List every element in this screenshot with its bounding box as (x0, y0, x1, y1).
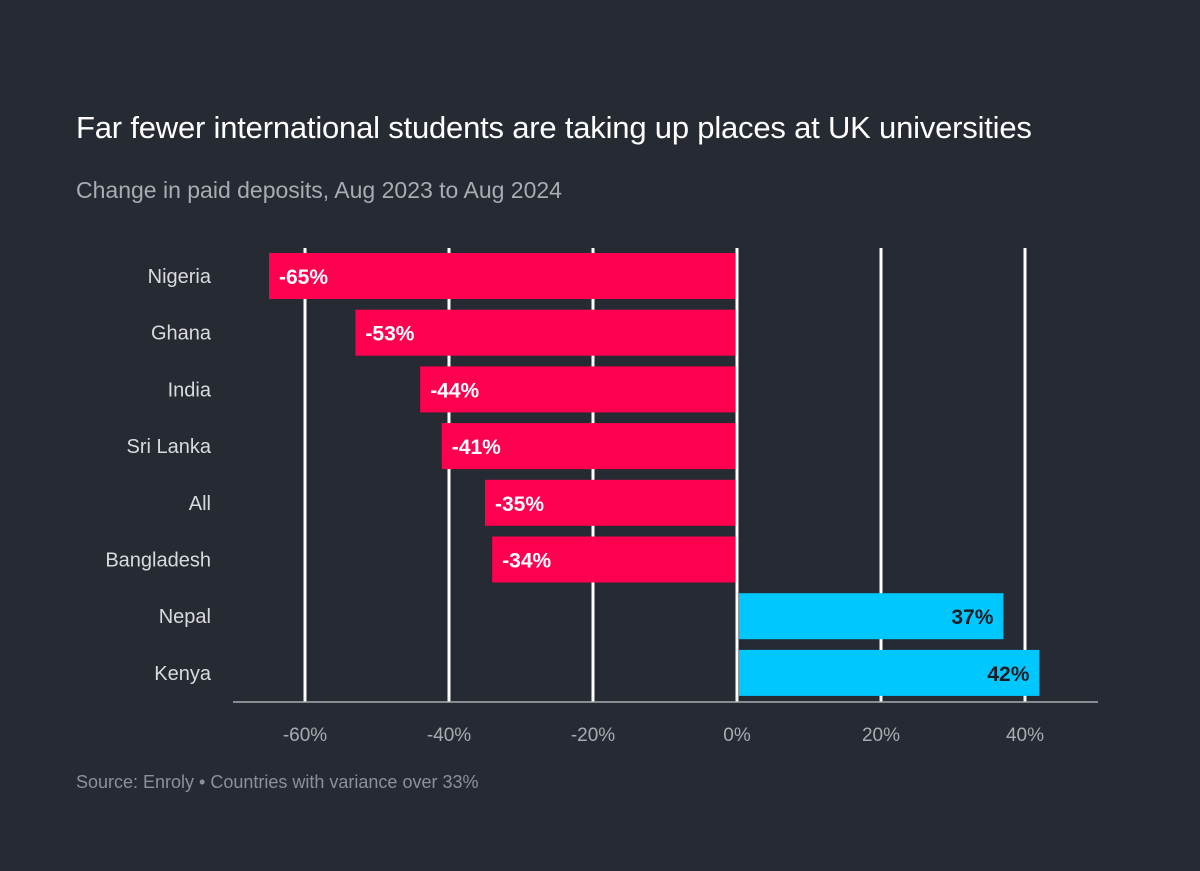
chart-subtitle: Change in paid deposits, Aug 2023 to Aug… (76, 177, 562, 203)
labels: -65% Nigeria -53% Ghana -44% India -41% Sri Lan… (105, 266, 1029, 686)
x-tick-label: -20% (571, 725, 615, 746)
bar-bangladesh (492, 536, 735, 583)
chart-title: Far fewer international students are tak… (76, 110, 1032, 145)
category-label: Kenya (154, 663, 212, 685)
bar-value-label: -53% (365, 323, 414, 346)
category-label: Nigeria (148, 266, 212, 288)
bars (269, 253, 1040, 696)
bar-value-label: 37% (951, 606, 993, 629)
category-label: Ghana (151, 323, 212, 345)
category-label: All (189, 493, 211, 515)
bar-india (420, 366, 735, 413)
bar-value-label: -34% (502, 550, 551, 573)
category-label: Bangladesh (105, 550, 211, 572)
bar-value-label: -44% (430, 379, 479, 402)
bar-kenya (739, 649, 1040, 696)
bar-value-label: -41% (452, 436, 501, 459)
category-label: India (168, 379, 212, 401)
gridlines (303, 248, 1027, 702)
bar-all (485, 479, 735, 526)
bar-nepal (739, 593, 1004, 640)
x-axis: -60% -40% -20% 0% 20% 40% (233, 701, 1098, 746)
bar-value-label: -65% (279, 266, 328, 289)
bar-value-label: 42% (987, 663, 1029, 686)
bar-nigeria (269, 253, 735, 299)
x-tick-label: -60% (283, 725, 327, 746)
bar-sri-lanka (441, 423, 735, 470)
category-label: Nepal (159, 606, 211, 628)
x-tick-label: 0% (723, 725, 751, 746)
x-tick-label: 40% (1006, 725, 1044, 746)
x-tick-label: 20% (862, 725, 900, 746)
bar-ghana (355, 309, 735, 356)
x-tick-label: -40% (427, 725, 471, 746)
category-label: Sri Lanka (127, 436, 212, 458)
bar-value-label: -35% (495, 493, 544, 516)
chart-source-note: Source: Enroly • Countries with variance… (76, 772, 479, 792)
